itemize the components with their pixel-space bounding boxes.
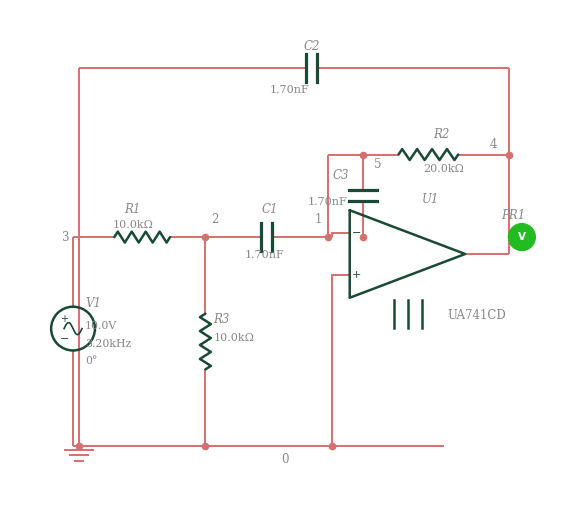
Text: 1.70nF: 1.70nF — [308, 197, 347, 207]
Text: 10.0kΩ: 10.0kΩ — [113, 220, 153, 230]
Text: −: − — [352, 228, 361, 238]
Text: R1: R1 — [124, 203, 141, 216]
Circle shape — [509, 223, 535, 250]
Text: PR1: PR1 — [501, 209, 525, 222]
Text: 0°: 0° — [85, 356, 97, 366]
Text: 3.20kHz: 3.20kHz — [85, 338, 131, 349]
Text: 1.70nF: 1.70nF — [245, 250, 284, 260]
Text: 2: 2 — [212, 213, 219, 225]
Text: V: V — [518, 232, 526, 242]
Text: C2: C2 — [304, 40, 320, 52]
Text: 10.0kΩ: 10.0kΩ — [213, 332, 254, 343]
Text: −: − — [59, 333, 69, 344]
Text: 10.0V: 10.0V — [85, 321, 117, 331]
Text: +: + — [352, 270, 361, 280]
Text: R2: R2 — [433, 128, 450, 141]
Text: 5: 5 — [374, 158, 381, 171]
Text: C3: C3 — [333, 169, 349, 182]
Text: UA741CD: UA741CD — [447, 309, 506, 322]
Text: 1: 1 — [314, 213, 321, 225]
Text: 1.70nF: 1.70nF — [270, 85, 310, 95]
Text: +: + — [60, 314, 68, 324]
Text: 0: 0 — [281, 454, 289, 466]
Text: V1: V1 — [85, 297, 101, 310]
Text: 4: 4 — [490, 138, 497, 151]
Text: 20.0kΩ: 20.0kΩ — [423, 164, 464, 175]
Text: U1: U1 — [422, 193, 440, 206]
Text: C1: C1 — [262, 203, 278, 216]
Text: 3: 3 — [61, 231, 69, 244]
Text: R3: R3 — [213, 313, 230, 326]
